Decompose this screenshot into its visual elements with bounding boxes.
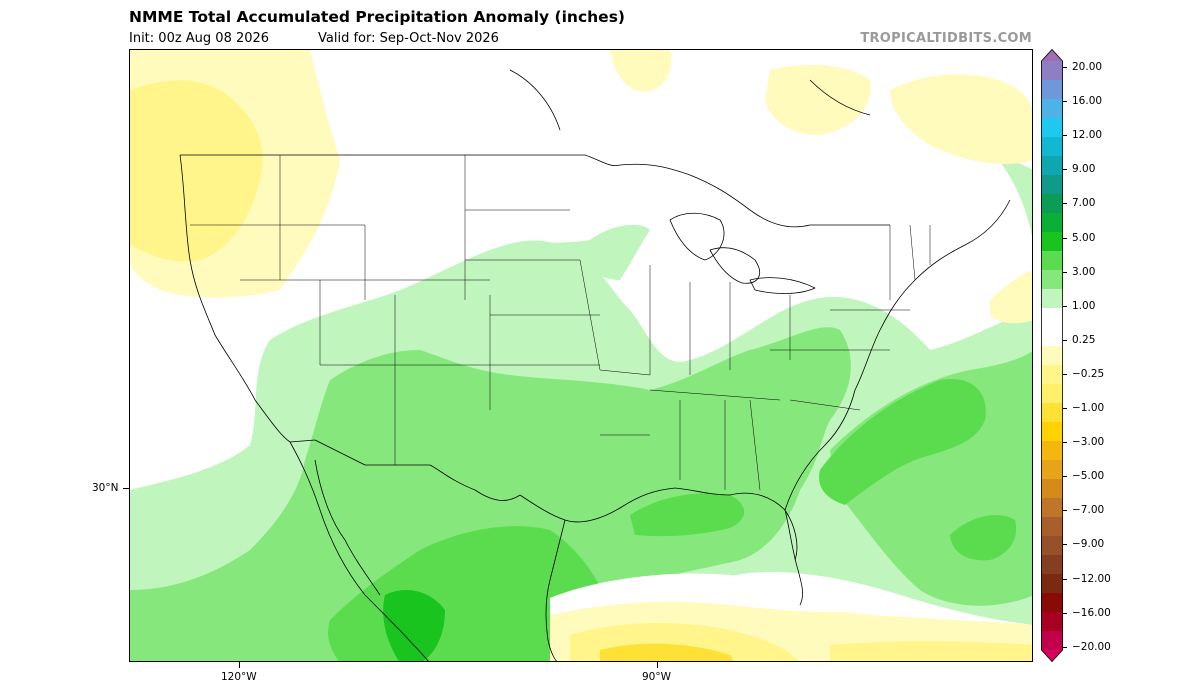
colorbar-label: −16.00 (1072, 606, 1111, 619)
colorbar-segment (1041, 99, 1063, 119)
lat-label: 30°N (92, 482, 119, 494)
colorbar-segment (1041, 232, 1063, 252)
colorbar-tick (1063, 612, 1067, 614)
colorbar-segment (1041, 194, 1063, 214)
lon-tick-120w (239, 662, 240, 668)
colorbar-segment (1041, 308, 1063, 328)
anomaly-neutral (550, 573, 870, 615)
colorbar-label: 20.00 (1072, 61, 1103, 73)
colorbar-label: 1.00 (1072, 299, 1096, 312)
colorbar-segment (1041, 289, 1063, 309)
colorbar-tick (1063, 67, 1067, 68)
colorbar-tick (1063, 476, 1067, 478)
colorbar-tick (1063, 510, 1067, 512)
colorbar-segment (1041, 612, 1063, 632)
lon-label-120w: 120°W (221, 671, 257, 683)
anomaly-deep-green (383, 590, 445, 661)
colorbar-label: −9.00 (1072, 538, 1105, 551)
colorbar-label: 9.00 (1072, 163, 1096, 176)
colorbar-segment (1041, 61, 1063, 81)
lat-tick (123, 488, 129, 489)
colorbar-tick (1063, 408, 1067, 409)
colorbar-label: −5.00 (1072, 470, 1105, 483)
colorbar-tick (1063, 135, 1067, 137)
colorbar-segment (1041, 346, 1063, 366)
colorbar-label: −0.25 (1072, 367, 1105, 380)
colorbar-tick (1063, 305, 1067, 307)
colorbar-segment (1041, 403, 1063, 423)
colorbar-extend-top (1041, 49, 1063, 61)
colorbar-label: 0.25 (1072, 333, 1096, 346)
colorbar-segment (1041, 574, 1063, 594)
colorbar-tick (1063, 544, 1067, 546)
colorbar-tick (1063, 203, 1067, 205)
colorbar-segment (1041, 80, 1063, 100)
colorbar-segment (1041, 422, 1063, 442)
colorbar-label: −12.00 (1072, 572, 1111, 585)
colorbar-segment (1041, 251, 1063, 271)
init-time: Init: 00z Aug 08 2026 (129, 31, 270, 46)
colorbar-segment (1041, 118, 1063, 138)
colorbar-tick (1063, 646, 1067, 648)
coastline-and-borders (179, 69, 1011, 661)
colorbar-label: 7.00 (1072, 197, 1096, 210)
colorbar-label: 5.00 (1072, 231, 1096, 244)
colorbar (1041, 49, 1063, 662)
colorbar-label: 12.00 (1072, 129, 1103, 142)
colorbar-label: −1.00 (1072, 402, 1105, 414)
colorbar-extend-bottom (1041, 650, 1063, 662)
colorbar-tick (1063, 237, 1067, 239)
colorbar-segment (1041, 441, 1063, 461)
colorbar-segment (1041, 631, 1063, 651)
colorbar-segment (1041, 384, 1063, 404)
colorbar-segment (1041, 270, 1063, 290)
lon-label-90w: 90°W (642, 671, 671, 683)
precipitation-anomaly-map (129, 49, 1033, 662)
colorbar-label: −20.00 (1072, 640, 1111, 653)
colorbar-label: −3.00 (1072, 436, 1105, 449)
colorbar-tick (1063, 271, 1067, 273)
colorbar-segment (1041, 365, 1063, 385)
brand-watermark: TROPICALTIDBITS.COM (860, 31, 1032, 46)
colorbar-segment (1041, 175, 1063, 195)
state-borders (190, 155, 931, 491)
colorbar-tick (1063, 442, 1067, 444)
colorbar-segment (1041, 213, 1063, 233)
lon-tick-90w (657, 662, 658, 668)
colorbar-segment (1041, 517, 1063, 537)
colorbar-segment (1041, 498, 1063, 518)
colorbar-tick (1063, 169, 1067, 171)
colorbar-segment (1041, 479, 1063, 499)
colorbar-segment (1041, 137, 1063, 157)
colorbar-label: 16.00 (1072, 95, 1103, 108)
colorbar-segment (1041, 156, 1063, 176)
colorbar-outline (1041, 49, 1063, 662)
colorbar-segment (1041, 555, 1063, 575)
colorbar-tick (1063, 373, 1067, 375)
valid-period: Valid for: Sep-Oct-Nov 2026 (318, 31, 499, 46)
colorbar-tick (1063, 578, 1067, 580)
colorbar-segment (1041, 460, 1063, 480)
map-title: NMME Total Accumulated Precipitation Ano… (129, 8, 625, 26)
colorbar-segment (1041, 593, 1063, 613)
anomaly-gold (600, 643, 734, 661)
colorbar-label: −7.00 (1072, 504, 1105, 517)
colorbar-label: 3.00 (1072, 265, 1096, 278)
colorbar-tick (1063, 101, 1067, 103)
colorbar-segment (1041, 327, 1063, 347)
colorbar-tick (1063, 339, 1067, 341)
colorbar-segment (1041, 536, 1063, 556)
